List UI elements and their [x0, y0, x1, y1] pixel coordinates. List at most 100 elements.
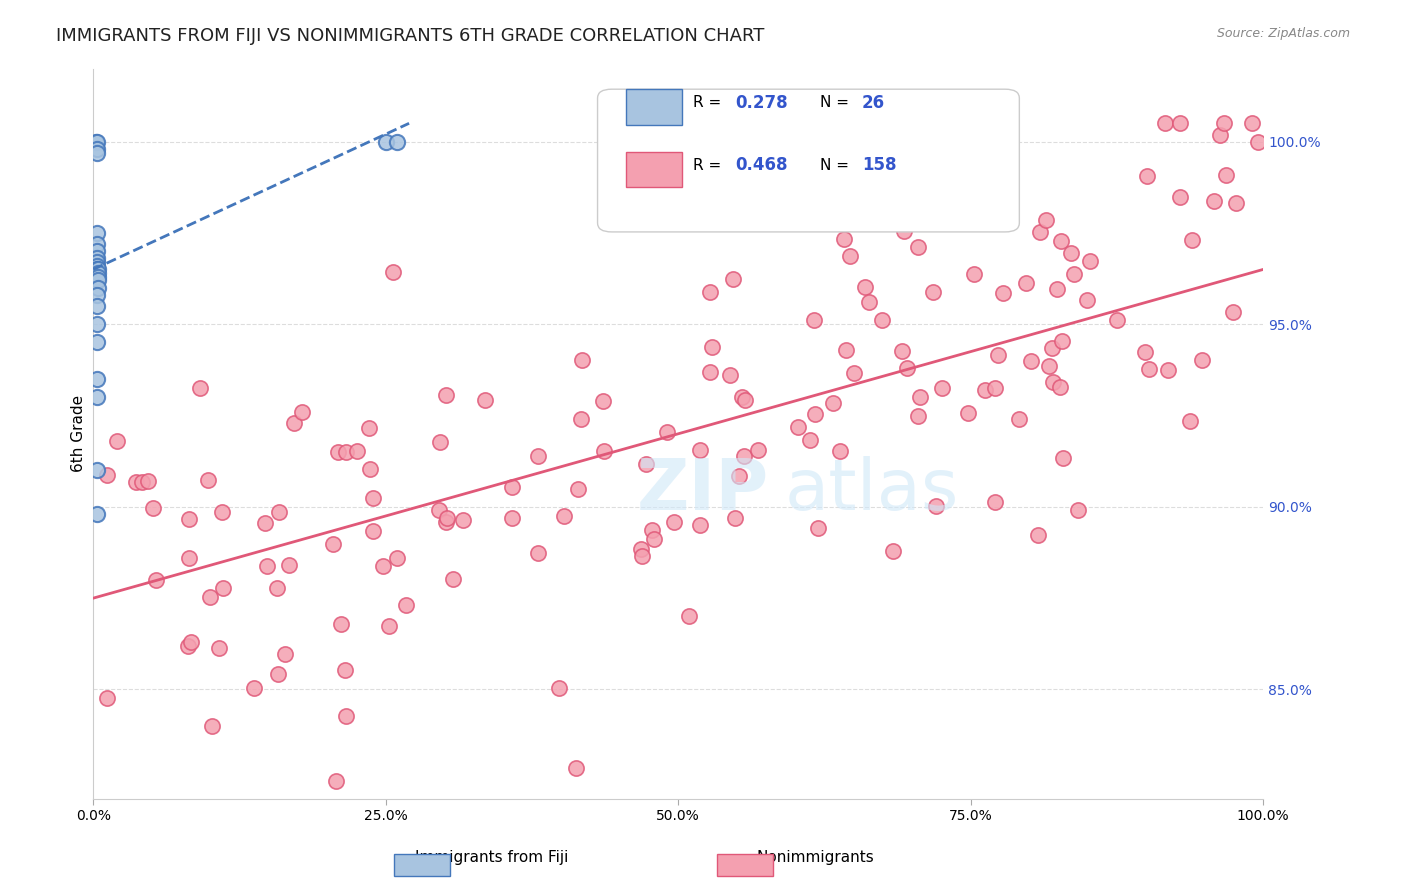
Text: R =: R = — [693, 95, 727, 110]
Point — [1052, 451, 1074, 466]
Point — [1225, 196, 1247, 211]
Point — [211, 505, 233, 519]
Point — [1157, 363, 1180, 377]
Point — [330, 616, 353, 631]
Point — [799, 434, 821, 448]
Point — [569, 412, 592, 426]
Text: Nonimmigrants: Nonimmigrants — [756, 850, 875, 865]
Point — [87, 281, 110, 295]
Point — [131, 475, 153, 489]
Point — [335, 444, 357, 458]
Point — [699, 285, 721, 300]
Point — [283, 416, 305, 430]
Point — [371, 559, 394, 574]
Point — [1137, 362, 1160, 376]
Point — [86, 317, 108, 331]
Point — [145, 574, 167, 588]
Point — [96, 468, 118, 483]
Y-axis label: 6th Grade: 6th Grade — [72, 395, 86, 473]
Point — [731, 390, 754, 404]
Point — [188, 381, 211, 395]
Point — [177, 640, 200, 654]
Point — [278, 558, 301, 572]
Point — [870, 312, 893, 326]
Text: 0.468: 0.468 — [735, 156, 787, 174]
Point — [1170, 189, 1192, 203]
Point — [823, 395, 845, 409]
Point — [718, 368, 741, 382]
Point — [86, 259, 108, 273]
Point — [1042, 375, 1064, 389]
Point — [361, 524, 384, 538]
Point — [322, 537, 344, 551]
Point — [804, 408, 827, 422]
Point — [724, 511, 747, 525]
Text: 158: 158 — [862, 156, 897, 174]
Point — [1049, 380, 1071, 394]
Point — [858, 295, 880, 310]
Point — [593, 443, 616, 458]
Point — [957, 406, 980, 420]
Point — [803, 312, 825, 326]
Point — [395, 598, 418, 612]
Point — [842, 366, 865, 380]
Point — [291, 405, 314, 419]
Point — [177, 512, 200, 526]
Point — [1028, 528, 1050, 542]
Point — [86, 135, 108, 149]
Point — [1050, 334, 1073, 348]
Point — [1035, 213, 1057, 227]
Point — [382, 265, 405, 279]
Point — [1170, 116, 1192, 130]
Point — [86, 262, 108, 277]
Point — [734, 393, 756, 408]
Point — [987, 348, 1010, 362]
Point — [896, 361, 918, 376]
Text: atlas: atlas — [785, 456, 959, 525]
Point — [243, 681, 266, 695]
Point — [664, 515, 686, 529]
Point — [201, 719, 224, 733]
Point — [882, 544, 904, 558]
Text: Immigrants from Fiji: Immigrants from Fiji — [415, 850, 569, 865]
Point — [501, 511, 523, 525]
Point — [86, 142, 108, 156]
Point — [832, 232, 855, 246]
Point — [84, 135, 107, 149]
Point — [974, 383, 997, 397]
Point — [86, 463, 108, 477]
Point — [893, 224, 915, 238]
Point — [86, 226, 108, 240]
Point — [927, 183, 949, 197]
Point — [553, 508, 575, 523]
Text: 26: 26 — [862, 94, 884, 112]
Point — [197, 473, 219, 487]
Point — [1029, 225, 1052, 239]
Point — [254, 516, 277, 530]
Point — [1050, 234, 1073, 248]
Point — [907, 409, 929, 423]
Point — [361, 491, 384, 506]
Point — [86, 145, 108, 160]
Point — [1045, 281, 1067, 295]
Point — [689, 442, 711, 457]
Point — [256, 558, 278, 573]
Point — [198, 590, 221, 604]
Point — [955, 211, 977, 226]
Point — [451, 513, 474, 527]
Point — [527, 449, 550, 463]
Point — [527, 546, 550, 560]
Point — [727, 468, 749, 483]
Point — [1136, 169, 1159, 184]
Point — [835, 343, 858, 357]
Point — [267, 666, 290, 681]
Point — [830, 443, 852, 458]
Point — [1178, 414, 1201, 428]
Point — [689, 517, 711, 532]
Point — [346, 444, 368, 458]
Text: R =: R = — [693, 158, 727, 172]
Point — [1181, 234, 1204, 248]
Point — [636, 457, 658, 471]
Point — [326, 445, 349, 459]
Point — [335, 709, 357, 723]
